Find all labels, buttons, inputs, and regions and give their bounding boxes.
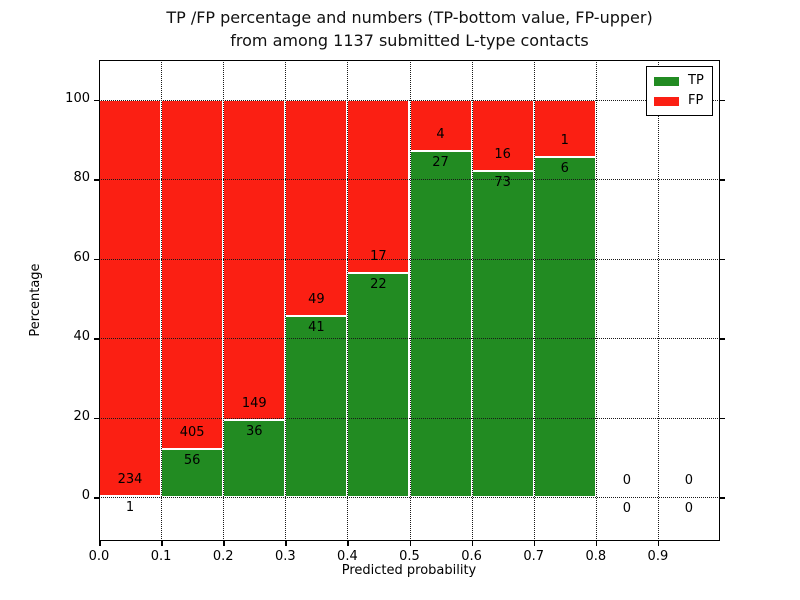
x-tick-mark <box>533 541 536 546</box>
bar-count-fp: 0 <box>622 473 631 489</box>
chart-title: TP /FP percentage and numbers (TP-bottom… <box>99 6 720 52</box>
x-tick-mark <box>595 541 598 546</box>
y-tick-mark <box>94 497 99 499</box>
y-tick-label: 100 <box>65 90 90 106</box>
gridline-vertical <box>223 60 225 541</box>
y-tick-label: 0 <box>81 488 90 504</box>
y-tick-mark-right <box>720 258 725 261</box>
y-tick-mark-right <box>720 417 725 420</box>
y-tick-label: 80 <box>73 170 90 186</box>
x-tick-mark <box>285 541 287 546</box>
x-tick-mark <box>347 541 349 546</box>
x-tick-mark <box>657 541 660 546</box>
bar-count-fp: 49 <box>308 292 325 308</box>
x-tick-label: 0.5 <box>399 549 420 564</box>
y-tick-label: 20 <box>73 408 90 424</box>
x-tick-mark <box>409 541 411 546</box>
x-tick-label: 0.4 <box>337 549 358 564</box>
x-tick-label: 0.3 <box>274 549 296 564</box>
x-tick-label: 0.9 <box>647 549 669 564</box>
x-axis-label: Predicted probability <box>341 563 477 578</box>
x-tick-label: 0.2 <box>212 549 234 564</box>
bar-segment-tp <box>471 171 534 498</box>
y-tick-mark <box>94 258 99 261</box>
bar-count-fp: 4 <box>436 127 445 143</box>
gridline-vertical <box>595 60 597 541</box>
bar-count-tp: 27 <box>432 155 449 171</box>
y-tick-mark-right <box>720 99 725 102</box>
bar-segment-tp <box>285 316 348 498</box>
gridline-horizontal <box>99 179 720 181</box>
chart-title-line1: TP /FP percentage and numbers (TP-bottom… <box>166 8 653 27</box>
gridline-horizontal <box>99 258 720 260</box>
y-tick-label: 60 <box>73 249 90 265</box>
y-tick-mark <box>94 99 99 102</box>
x-tick-label: 0.7 <box>523 549 545 564</box>
bar-segment-fp <box>347 99 410 274</box>
bar-count-fp: 17 <box>370 249 387 265</box>
bar-segment-tp <box>409 151 472 498</box>
y-tick-mark <box>94 417 99 420</box>
legend-swatch-fp <box>654 96 679 106</box>
bar-segment-fp <box>285 99 348 317</box>
legend: TP FP <box>646 66 713 116</box>
gridline-horizontal <box>99 99 720 101</box>
bar-count-fp: 1 <box>560 132 569 148</box>
bar-count-tp: 1 <box>125 499 135 515</box>
bar-count-fp: 16 <box>494 147 511 163</box>
x-tick-label: 0.1 <box>150 549 172 564</box>
legend-item-tp: TP <box>654 71 704 91</box>
gridline-horizontal <box>99 497 720 499</box>
bar-count-fp: 234 <box>117 471 143 487</box>
bar-count-fp: 149 <box>241 395 267 411</box>
bar-count-tp: 22 <box>370 277 387 293</box>
y-tick-mark-right <box>720 497 725 499</box>
gridline-vertical <box>533 60 535 541</box>
bar-count-fp: 0 <box>684 473 694 489</box>
bar-segment-tp <box>161 448 224 498</box>
bar-segment-tp <box>223 419 286 498</box>
bar-count-tp: 56 <box>183 452 201 468</box>
x-tick-label: 0.6 <box>461 549 482 564</box>
x-tick-mark <box>471 541 474 546</box>
y-tick-mark <box>94 179 99 181</box>
gridline-vertical <box>161 60 163 541</box>
bar-count-tp: 36 <box>245 423 263 439</box>
gridline-vertical <box>471 60 473 541</box>
bar-count-fp: 405 <box>179 424 205 440</box>
bar-count-tp: 0 <box>684 501 694 517</box>
bar-segment-tp <box>347 273 410 498</box>
gridline-horizontal <box>99 338 720 340</box>
bar-count-tp: 73 <box>494 175 511 191</box>
bar-count-tp: 41 <box>308 320 325 336</box>
y-axis-label: Percentage <box>28 263 43 337</box>
x-tick-label: 0.0 <box>88 549 110 564</box>
gridline-vertical <box>409 60 411 541</box>
bar-segment-fp <box>161 99 224 449</box>
legend-swatch-tp <box>654 76 679 86</box>
legend-label: TP <box>688 73 704 88</box>
x-tick-mark <box>161 541 163 546</box>
x-tick-mark <box>99 541 101 546</box>
y-tick-mark <box>94 338 99 340</box>
bar-segment-tp <box>533 156 596 498</box>
y-tick-mark-right <box>720 179 725 181</box>
legend-label: FP <box>688 93 704 108</box>
gridline-vertical <box>657 60 659 541</box>
chart-title-line2: from among 1137 submitted L-type contact… <box>230 31 589 50</box>
bar-segment-fp <box>99 99 162 496</box>
bar-segment-fp <box>223 99 286 420</box>
bar-count-tp: 0 <box>622 501 631 517</box>
legend-item-fp: FP <box>654 91 704 111</box>
gridline-vertical <box>285 60 287 541</box>
y-tick-label: 40 <box>73 329 90 345</box>
x-tick-label: 0.8 <box>585 549 607 564</box>
x-tick-mark <box>223 541 225 546</box>
gridline-horizontal <box>99 417 720 419</box>
bar-count-tp: 6 <box>560 160 569 176</box>
gridline-vertical <box>347 60 349 541</box>
y-tick-mark-right <box>720 338 725 340</box>
